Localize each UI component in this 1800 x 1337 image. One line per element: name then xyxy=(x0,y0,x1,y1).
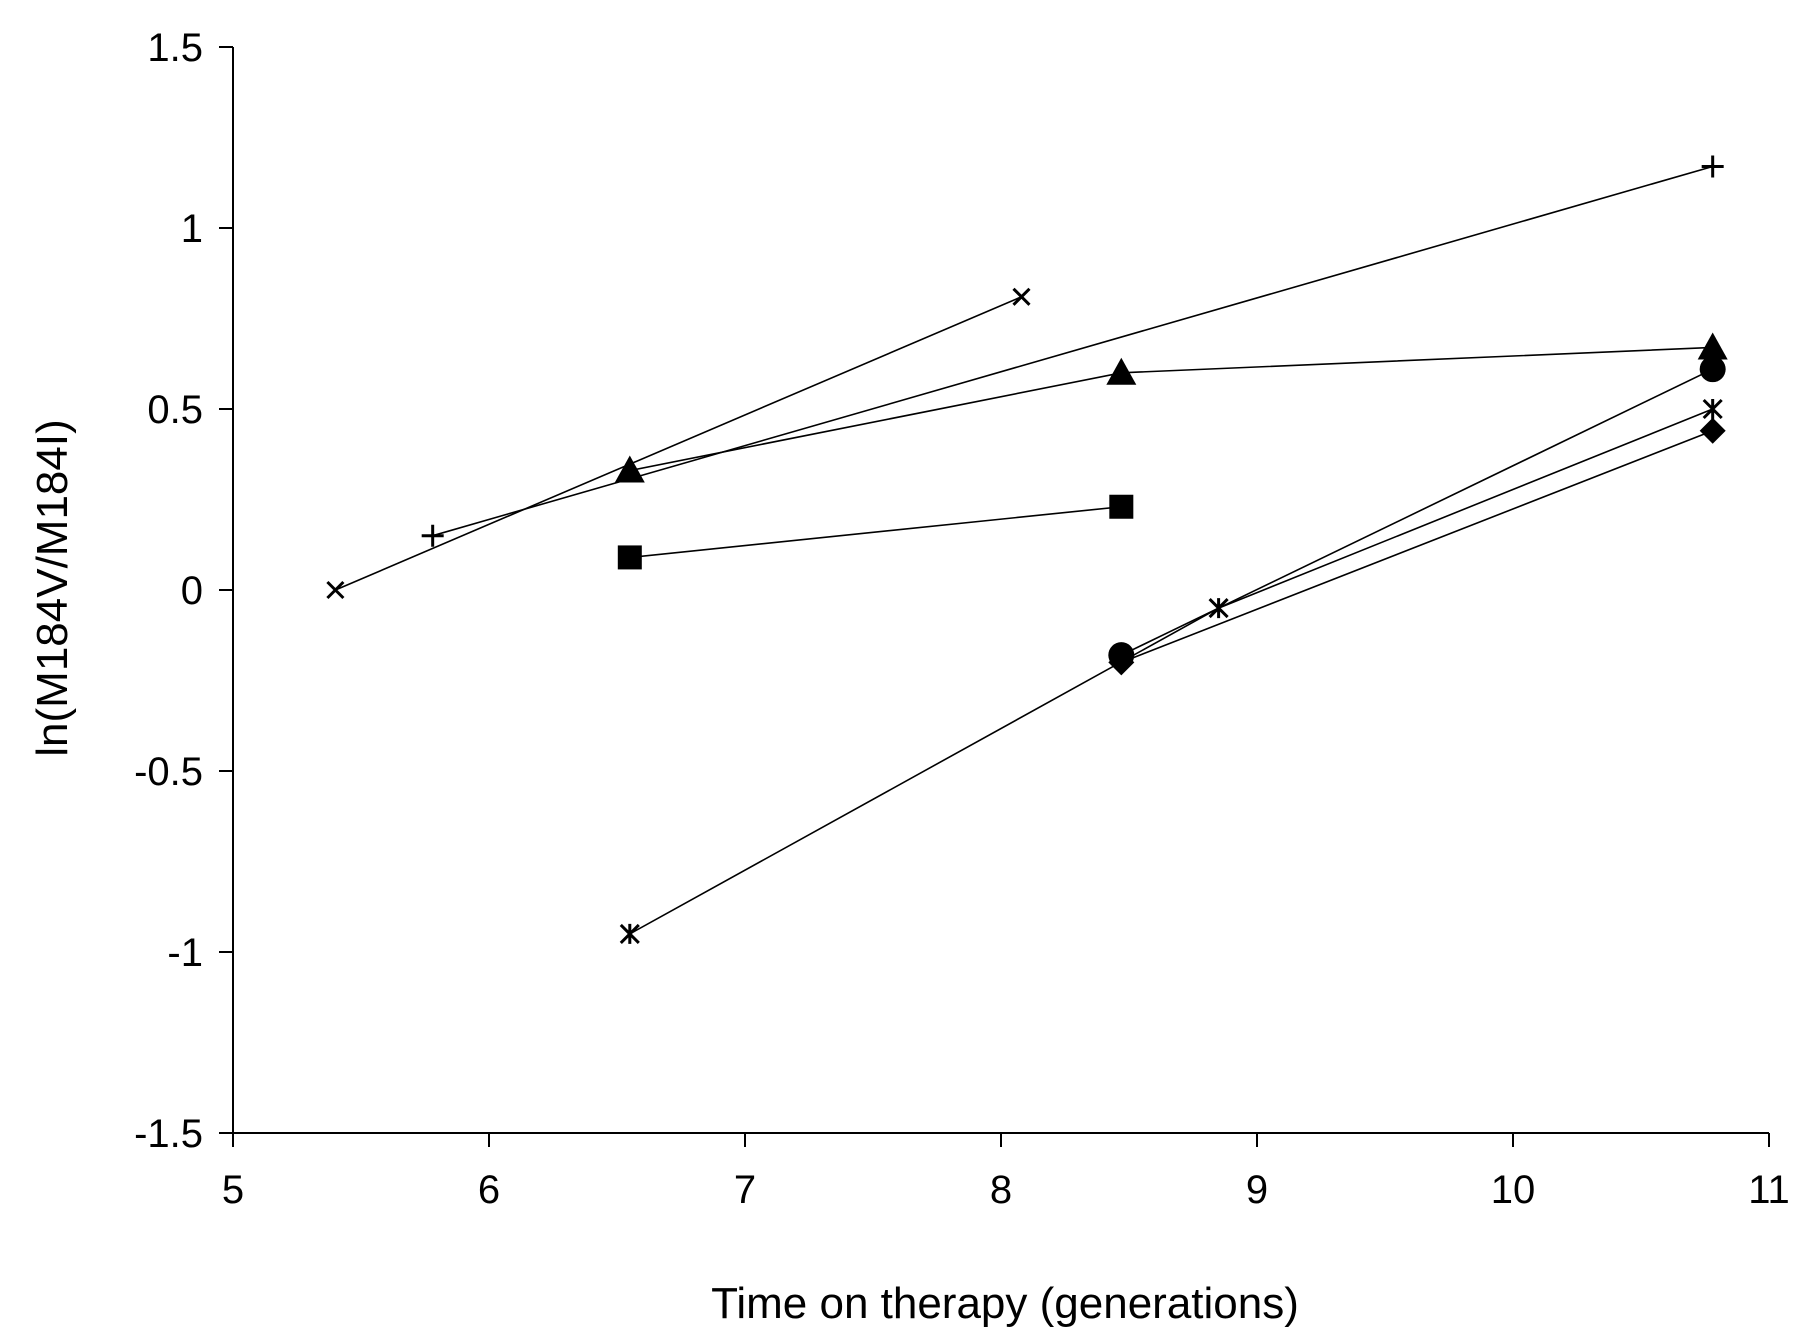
y-tick-label: -1.5 xyxy=(134,1112,203,1156)
data-point-diamond xyxy=(1108,649,1135,676)
data-point-x xyxy=(1012,287,1031,306)
data-point-triangle xyxy=(614,455,645,483)
series-line-3 xyxy=(629,346,1713,472)
data-point-plus xyxy=(421,524,444,547)
x-tick-label: 10 xyxy=(1491,1168,1536,1212)
series-line-5 xyxy=(629,408,1713,935)
series-line-6 xyxy=(1120,368,1714,656)
series-line-4 xyxy=(629,505,1122,559)
series-line-1 xyxy=(335,296,1022,591)
x-tick-label: 7 xyxy=(734,1168,756,1212)
data-point-triangle xyxy=(1697,332,1728,360)
data-point-asterisk xyxy=(1208,598,1229,619)
data-point-plus xyxy=(1701,155,1724,178)
y-tick-label: -1 xyxy=(167,931,203,975)
axes: 1.5 1 0.5 0 -0.5 -1 -1.5 5 6 7 8 9 10 11 xyxy=(134,26,1790,1212)
y-tick-label: 1.5 xyxy=(147,26,203,70)
series-markers xyxy=(326,155,1728,944)
y-axis-label: ln(M184V/M184I) xyxy=(28,419,77,756)
series-line-7 xyxy=(1121,429,1713,664)
x-tick-label: 11 xyxy=(1748,1168,1790,1212)
data-point-circle xyxy=(1699,356,1726,383)
data-point-asterisk xyxy=(1702,398,1723,420)
y-tick-label: 0.5 xyxy=(147,388,203,432)
series-line-2 xyxy=(432,165,1713,537)
data-point-triangle xyxy=(1106,357,1137,385)
data-point-x xyxy=(326,580,345,600)
y-tick-label: -0.5 xyxy=(134,750,203,794)
series-lines xyxy=(335,165,1714,935)
data-point-square xyxy=(617,545,642,570)
x-tick-label: 5 xyxy=(222,1168,244,1212)
y-tick-label: 0 xyxy=(181,569,203,613)
data-point-square xyxy=(1109,494,1134,519)
x-tick-label: 9 xyxy=(1246,1168,1268,1212)
x-axis-label: Time on therapy (generations) xyxy=(711,1279,1299,1328)
x-tick-label: 6 xyxy=(478,1168,500,1212)
y-tick-label: 1 xyxy=(181,207,203,251)
data-point-asterisk xyxy=(619,923,640,944)
data-point-diamond xyxy=(1699,417,1726,444)
x-tick-label: 8 xyxy=(990,1168,1012,1212)
